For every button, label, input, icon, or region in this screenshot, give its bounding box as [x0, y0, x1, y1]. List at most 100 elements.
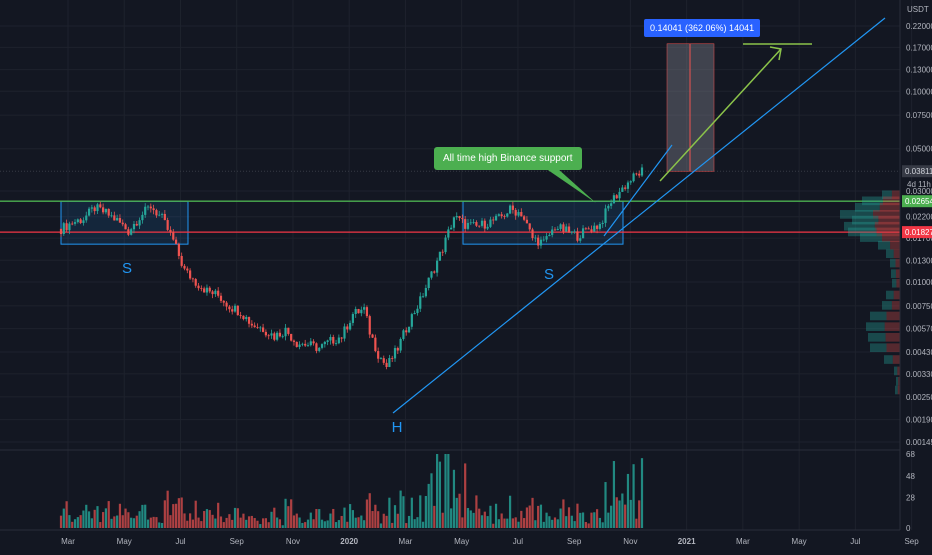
volume-bar [205, 509, 209, 528]
time-tick-label: Sep [567, 537, 582, 546]
candle-body [276, 332, 279, 340]
candle-body [528, 223, 531, 230]
volume-bar [169, 515, 172, 528]
volume-bar [340, 515, 343, 528]
candle-body [629, 181, 632, 183]
candle-body [523, 216, 526, 220]
trend-drawings [392, 17, 886, 414]
time-tick-label: 2021 [678, 537, 696, 546]
profile-bar-up [860, 233, 882, 242]
time-tick-label: Mar [399, 537, 413, 546]
volume-bar [189, 513, 192, 528]
volume-bar [567, 507, 571, 528]
volume-bar [298, 517, 301, 528]
volume-bar [581, 512, 585, 528]
candle-body [576, 231, 579, 241]
volume-bar [385, 515, 388, 528]
candle-body [110, 215, 113, 217]
volume-bar [276, 517, 279, 528]
volume-bar [559, 508, 562, 528]
volume-bar [503, 518, 506, 528]
candle-body [421, 296, 425, 298]
candle-body [211, 291, 214, 295]
volume-bar [489, 505, 492, 528]
volume-bar [73, 519, 77, 528]
candle-body [610, 203, 613, 206]
volume-bar [278, 519, 282, 528]
volume-bar [231, 519, 234, 528]
profile-bar-up [862, 196, 883, 206]
profile-bar-up [878, 240, 891, 250]
candle-body [113, 215, 116, 221]
volume-bar [284, 498, 287, 528]
volume-bar [62, 508, 65, 528]
profile-bar-up [848, 227, 877, 237]
candle-body [520, 212, 523, 217]
green-line-label: 0.02654 [905, 197, 932, 206]
volume-bar [388, 497, 391, 528]
volume-bar [214, 518, 217, 528]
candle-body [236, 305, 239, 316]
volume-bar [158, 522, 161, 528]
candle-body [385, 362, 388, 367]
volume-bar [427, 483, 430, 528]
volume-bar [259, 524, 262, 528]
volume-bar [318, 509, 321, 528]
profile-bar-up [870, 311, 887, 321]
volume-bar [537, 505, 540, 528]
candle-body [494, 215, 498, 221]
volume-bar [576, 503, 579, 528]
volume-bar [166, 490, 169, 528]
candle-body [441, 251, 444, 253]
candle-body [545, 236, 548, 240]
time-axis[interactable]: Mar May Jul Sep Nov 2020 Mar May Jul Sep Nov 2021 Ma… [0, 529, 919, 546]
candle-body [483, 220, 486, 229]
candle-body [295, 341, 298, 347]
volume-bar [520, 510, 523, 528]
volume-bar [371, 511, 374, 528]
candle-body [556, 228, 559, 230]
time-tick-label: Sep [904, 537, 919, 546]
volume-bar [601, 522, 604, 528]
candle-body [320, 344, 324, 348]
profile-bar-up [892, 278, 897, 288]
volume-bar [144, 504, 147, 528]
candle-body [309, 341, 312, 346]
candle-body [553, 229, 557, 231]
volume-bar [354, 517, 357, 528]
currency-label: USDT [907, 5, 929, 14]
candle-body [416, 308, 419, 314]
candle-body [503, 216, 506, 217]
candle-body [450, 227, 453, 230]
volume-bar [85, 504, 88, 528]
candle-body [208, 287, 211, 292]
volume-bar [323, 521, 326, 528]
volume-bar [113, 516, 116, 528]
candle-body [191, 278, 195, 280]
volume-bar [444, 454, 447, 528]
time-tick-label: Jul [513, 537, 523, 546]
candle-body [233, 305, 237, 312]
profile-bar-down [874, 221, 900, 231]
volume-bar [483, 511, 486, 528]
profile-bar-up [882, 190, 892, 200]
volume-bar [348, 504, 352, 528]
candle-body [565, 226, 568, 232]
volume-bar [141, 504, 144, 528]
profile-bar-down [895, 258, 900, 268]
volume-bar [447, 454, 450, 528]
candle-body [312, 341, 315, 344]
profile-bar-down [873, 210, 900, 219]
volume-bar [127, 512, 130, 528]
candle-body [436, 260, 439, 273]
volume-bar [405, 523, 408, 528]
candle-body [382, 358, 385, 363]
candle-body [539, 239, 543, 246]
volume-bar [197, 517, 200, 528]
